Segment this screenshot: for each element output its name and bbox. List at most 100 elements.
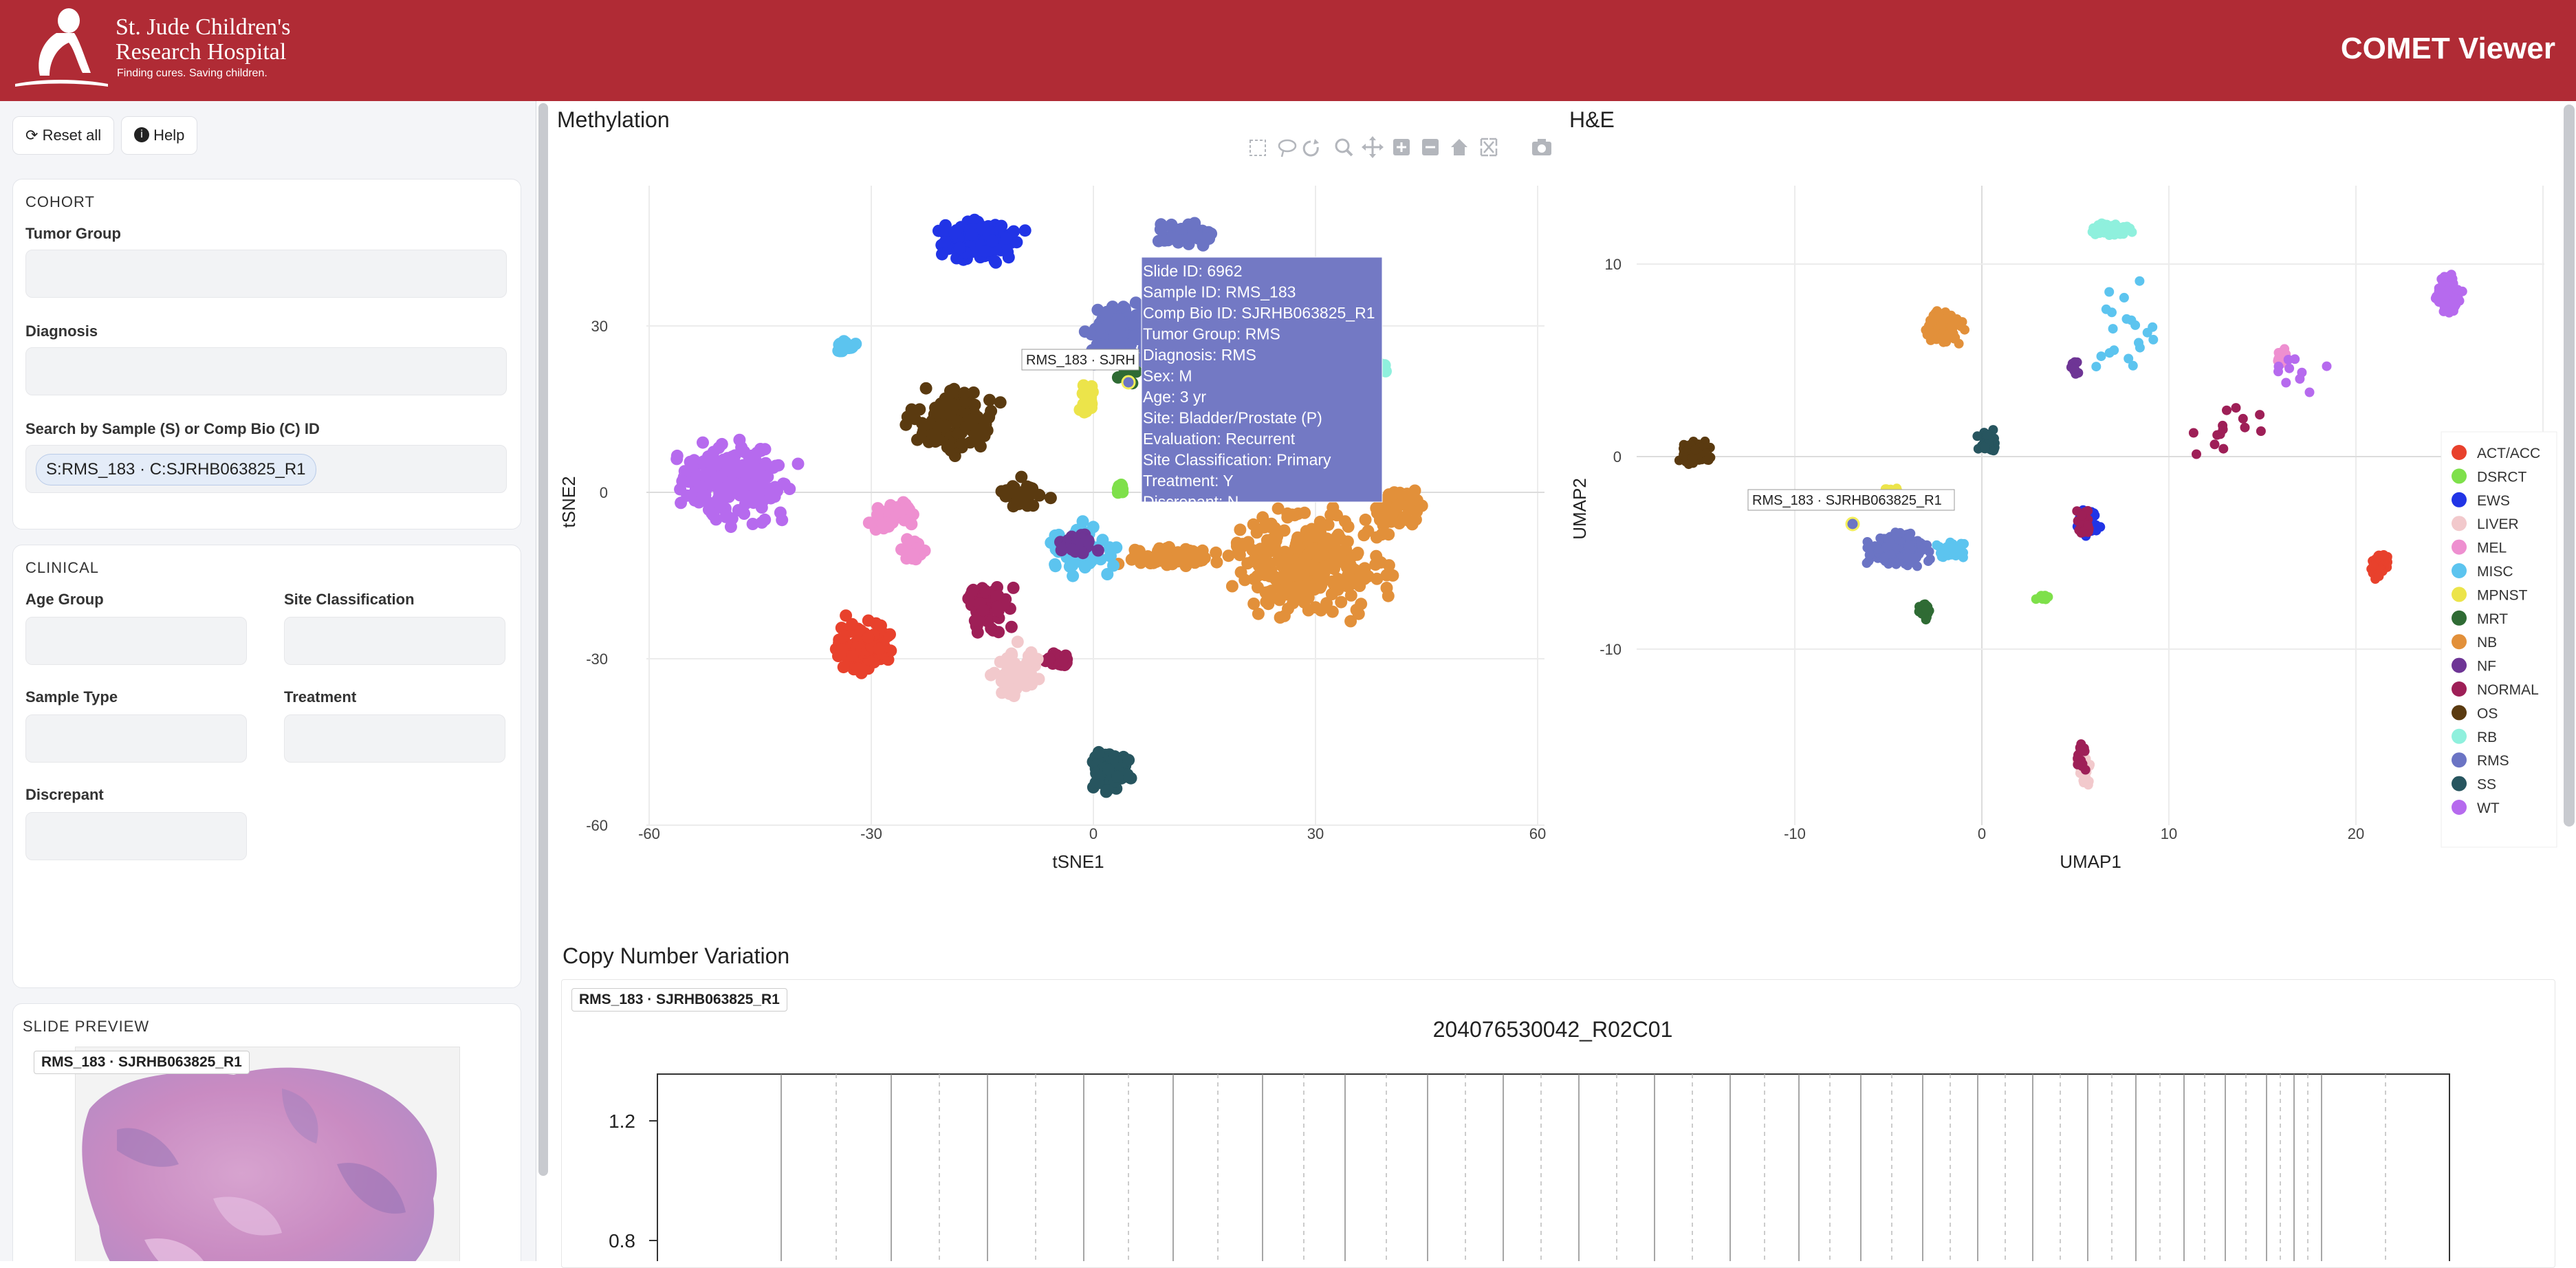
- tsne-point[interactable]: [1222, 549, 1235, 562]
- lasso-icon[interactable]: [1278, 139, 1297, 157]
- tsne-point[interactable]: [958, 386, 971, 400]
- tsne-point[interactable]: [846, 650, 859, 662]
- tsne-point[interactable]: [893, 505, 906, 518]
- umap-point[interactable]: [2077, 510, 2087, 521]
- legend-entry[interactable]: NB: [2477, 635, 2497, 651]
- tsne-point[interactable]: [979, 418, 992, 430]
- legend-entry[interactable]: RMS: [2477, 753, 2509, 769]
- tsne-point[interactable]: [1043, 652, 1056, 665]
- umap-point[interactable]: [1912, 561, 1922, 571]
- tsne-point[interactable]: [1382, 528, 1395, 541]
- legend-swatch[interactable]: [2452, 492, 2467, 507]
- tsne-point[interactable]: [1380, 516, 1393, 529]
- tsne-point[interactable]: [1091, 544, 1104, 557]
- tsne-point[interactable]: [1011, 490, 1024, 503]
- tsne-point[interactable]: [670, 452, 684, 466]
- legend-swatch[interactable]: [2452, 800, 2467, 815]
- tsne-point[interactable]: [1077, 379, 1090, 392]
- legend-entry[interactable]: MRT: [2477, 611, 2508, 627]
- umap-point[interactable]: [2374, 571, 2384, 582]
- tsne-point[interactable]: [911, 433, 924, 446]
- umap-point[interactable]: [2255, 410, 2265, 420]
- tsne-point[interactable]: [772, 459, 785, 472]
- tsne-point[interactable]: [1371, 531, 1383, 544]
- zoom-in-icon[interactable]: [1393, 139, 1410, 155]
- tsne-point[interactable]: [1091, 303, 1104, 316]
- umap-point[interactable]: [1921, 604, 1932, 615]
- tsne-point[interactable]: [727, 453, 740, 466]
- umap-point[interactable]: [2231, 403, 2241, 413]
- legend-entry[interactable]: LIVER: [2477, 516, 2519, 532]
- tsne-point[interactable]: [1011, 635, 1024, 648]
- umap-point[interactable]: [2383, 557, 2392, 567]
- umap-point[interactable]: [1972, 431, 1983, 441]
- umap-point[interactable]: [2322, 361, 2332, 371]
- tsne-point[interactable]: [983, 393, 996, 406]
- tsne-point[interactable]: [994, 396, 1007, 409]
- zoom-out-icon[interactable]: [1422, 139, 1439, 155]
- tsne-point[interactable]: [948, 398, 961, 411]
- umap-point[interactable]: [2128, 360, 2138, 371]
- tsne-point[interactable]: [1015, 470, 1028, 483]
- tsne-point[interactable]: [1415, 499, 1428, 512]
- tsne-point[interactable]: [1233, 549, 1246, 562]
- umap-point[interactable]: [2218, 444, 2229, 454]
- tsne-point[interactable]: [1268, 521, 1281, 534]
- tsne-points[interactable]: [670, 213, 1428, 798]
- umap-point[interactable]: [2435, 284, 2445, 294]
- umap-point[interactable]: [1959, 538, 1969, 549]
- tsne-point[interactable]: [837, 661, 850, 674]
- legend-swatch[interactable]: [2452, 516, 2467, 532]
- tsne-point[interactable]: [1298, 506, 1311, 519]
- tsne-point[interactable]: [1210, 556, 1223, 569]
- tsne-point[interactable]: [1210, 546, 1223, 559]
- tsne-point[interactable]: [697, 436, 709, 449]
- umap-point[interactable]: [2130, 320, 2141, 330]
- tsne-point[interactable]: [1308, 530, 1321, 543]
- tsne-point[interactable]: [1188, 217, 1201, 230]
- umap-point[interactable]: [1683, 459, 1694, 470]
- tsne-point[interactable]: [754, 444, 767, 457]
- tsne-point[interactable]: [1101, 784, 1114, 797]
- tsne-point[interactable]: [1294, 557, 1307, 570]
- tsne-point[interactable]: [832, 650, 844, 662]
- umap-point[interactable]: [1980, 441, 1990, 452]
- tsne-point[interactable]: [1344, 615, 1357, 628]
- tsne-point[interactable]: [985, 404, 998, 417]
- sample-type-select[interactable]: [25, 714, 247, 763]
- legend-entry[interactable]: NF: [2477, 659, 2496, 675]
- tsne-point[interactable]: [1101, 318, 1114, 331]
- tsne-point[interactable]: [948, 227, 961, 239]
- tsne-point[interactable]: [1109, 330, 1122, 343]
- tsne-point[interactable]: [732, 466, 745, 479]
- tsne-point[interactable]: [971, 626, 984, 639]
- umap-point[interactable]: [2077, 745, 2087, 756]
- tsne-point[interactable]: [1247, 598, 1260, 610]
- umap-point[interactable]: [2368, 560, 2379, 571]
- legend-entry[interactable]: RB: [2477, 730, 2497, 745]
- umap-point[interactable]: [2240, 422, 2250, 433]
- tsne-point[interactable]: [1090, 767, 1103, 780]
- tsne-point[interactable]: [1371, 572, 1384, 585]
- umap-point[interactable]: [2115, 226, 2126, 236]
- tumor-group-select[interactable]: [25, 250, 507, 298]
- umap-point[interactable]: [2238, 413, 2248, 424]
- tsne-point[interactable]: [1323, 536, 1335, 549]
- tsne-point[interactable]: [1018, 224, 1032, 237]
- legend-entry[interactable]: ACT/ACC: [2477, 446, 2540, 461]
- tsne-point[interactable]: [886, 516, 899, 529]
- umap-point[interactable]: [1923, 556, 1933, 567]
- tsne-point[interactable]: [706, 507, 718, 520]
- tsne-point[interactable]: [1331, 572, 1344, 585]
- tsne-selected-point[interactable]: [1121, 375, 1136, 390]
- umap-selected-point[interactable]: [1845, 516, 1860, 532]
- tsne-point[interactable]: [862, 614, 875, 627]
- umap-point[interactable]: [1917, 545, 1927, 555]
- tsne-point[interactable]: [1393, 517, 1406, 529]
- umap-point[interactable]: [2124, 353, 2134, 364]
- tsne-point[interactable]: [735, 441, 748, 454]
- tsne-point[interactable]: [1272, 571, 1285, 584]
- he-umap-plot[interactable]: -100102030100-10 UMAP1 UMAP2 RMS_183 · S…: [1561, 165, 2558, 880]
- legend-swatch[interactable]: [2452, 776, 2467, 791]
- tsne-point[interactable]: [761, 470, 774, 483]
